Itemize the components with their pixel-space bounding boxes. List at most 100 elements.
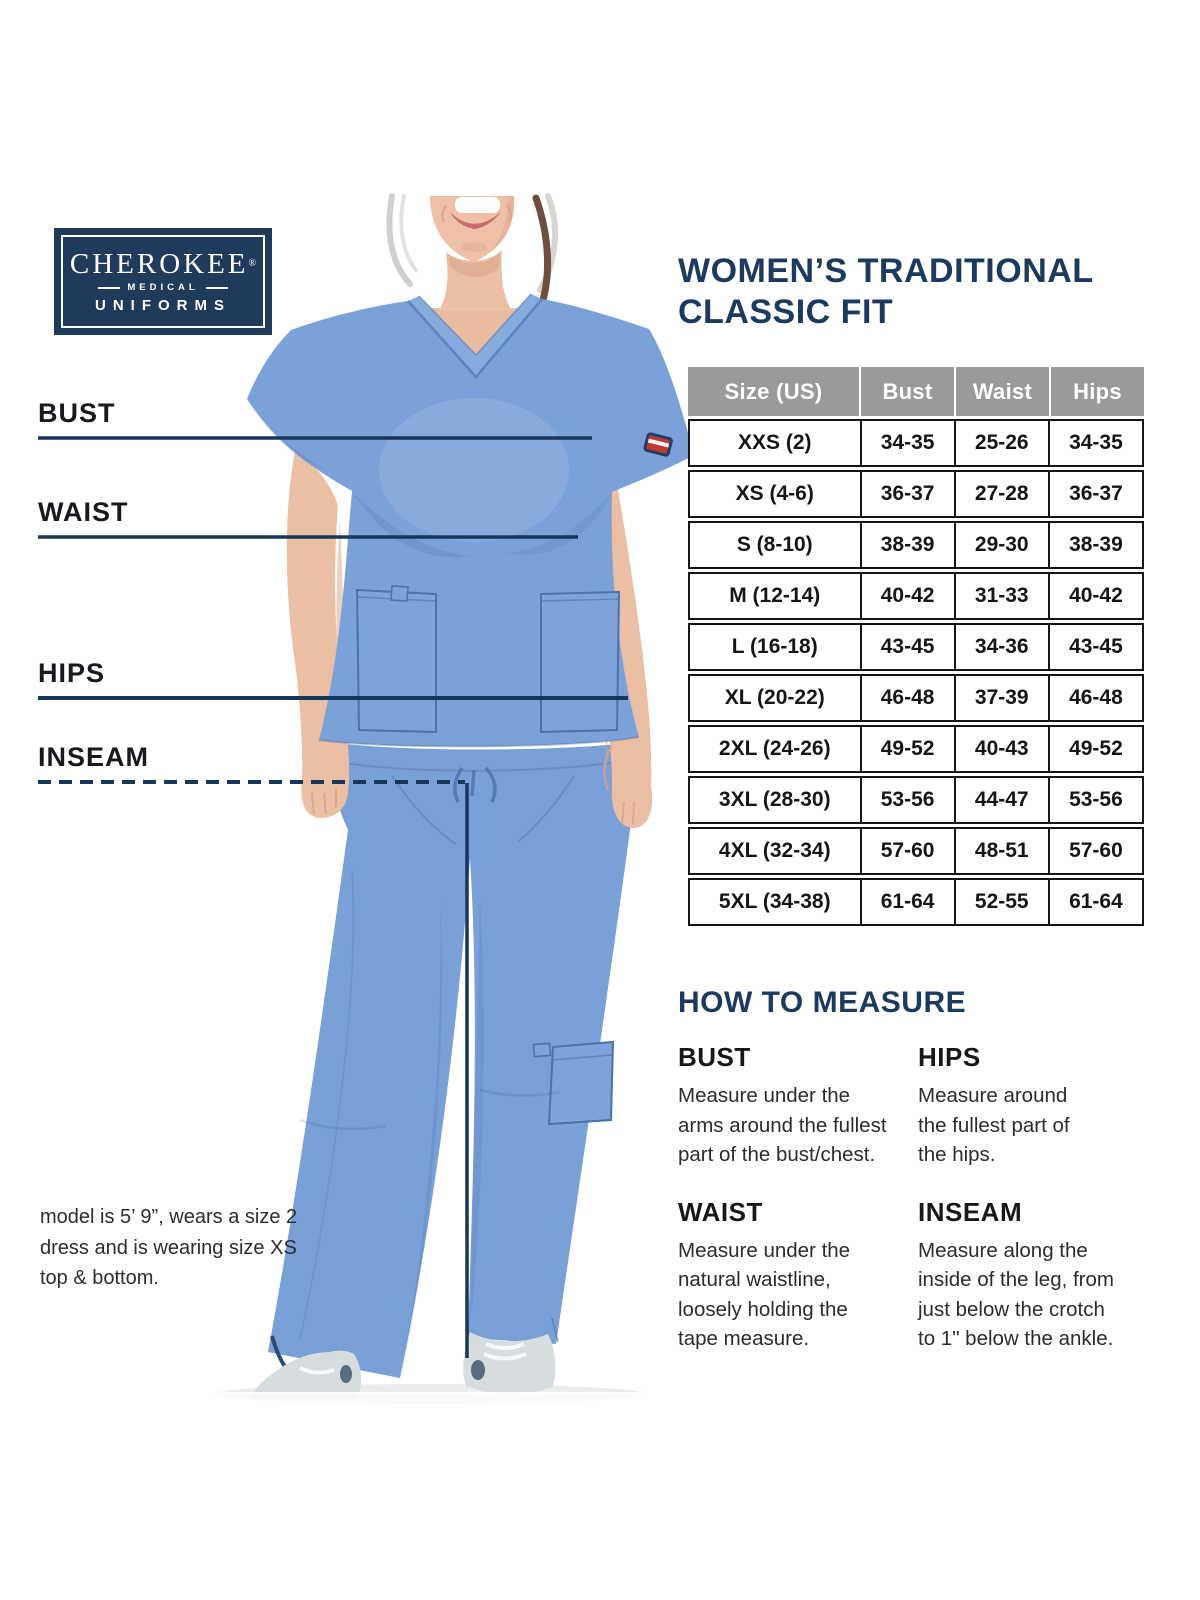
scrub-pants xyxy=(268,742,638,1378)
cell-waist: 48-51 xyxy=(953,829,1048,873)
table-row: L (16-18) 43-45 34-36 43-45 xyxy=(688,623,1144,671)
cell-waist: 25-26 xyxy=(953,421,1048,465)
cell-size: L (16-18) xyxy=(731,635,818,658)
column-header-waist: Waist xyxy=(954,367,1049,416)
measure-item-waist: WAIST Measure under the natural waistlin… xyxy=(678,1197,918,1354)
measure-item-label: INSEAM xyxy=(918,1196,1023,1227)
hips-label: HIPS xyxy=(38,658,106,688)
cell-size: S (8-10) xyxy=(736,533,813,556)
drawstring xyxy=(453,766,497,803)
table-row: 5XL (34-38) 61-64 52-55 61-64 xyxy=(688,878,1144,926)
cell-hips: 34-35 xyxy=(1047,421,1142,465)
table-row: XL (20-22) 46-48 37-39 46-48 xyxy=(688,674,1144,722)
size-table-body: XXS (2) 34-35 25-26 34-35 XS (4-6) 36-37… xyxy=(688,419,1144,926)
v-neck-band xyxy=(408,294,542,377)
measure-item-bust: BUST Measure under the arms around the f… xyxy=(678,1042,918,1170)
measure-item-text: Measure along the inside of the leg, fro… xyxy=(918,1238,1114,1351)
cell-size: XXS (2) xyxy=(737,431,812,454)
right-patch-pocket xyxy=(540,590,621,734)
cell-waist: 27-28 xyxy=(953,472,1048,516)
waist-label: WAIST xyxy=(38,497,129,527)
table-row: XXS (2) 34-35 25-26 34-35 xyxy=(688,419,1144,467)
right-shoe xyxy=(463,1332,556,1399)
cargo-pocket xyxy=(547,1040,615,1126)
table-row: 2XL (24-26) 49-52 40-43 49-52 xyxy=(688,725,1144,773)
cell-waist: 52-55 xyxy=(953,880,1048,924)
cell-hips: 40-42 xyxy=(1047,574,1142,618)
cell-size: XL (20-22) xyxy=(724,686,825,709)
cell-bust: 34-35 xyxy=(859,421,954,465)
page-title-line1: WOMEN’S TRADITIONAL xyxy=(678,252,1094,290)
cell-bust: 57-60 xyxy=(859,829,954,873)
cell-bust: 46-48 xyxy=(859,676,954,720)
cell-size: XS (4-6) xyxy=(735,482,814,505)
cell-bust: 40-42 xyxy=(859,574,954,618)
measure-item-inseam: INSEAM Measure along the inside of the l… xyxy=(918,1197,1143,1354)
logo-dash-right xyxy=(205,286,228,289)
logo-dash-left xyxy=(98,286,121,289)
cell-hips: 49-52 xyxy=(1047,727,1142,771)
size-table: Size (US) Bust Waist Hips XXS (2) 34-35 … xyxy=(688,367,1144,926)
registered-mark: ® xyxy=(248,258,257,269)
cell-hips: 36-37 xyxy=(1047,472,1142,516)
cell-size: 2XL (24-26) xyxy=(718,737,831,760)
cell-bust: 43-45 xyxy=(859,625,954,669)
logo-text: CHEROKEE® MEDICAL UNIFORMS xyxy=(70,249,256,314)
logo-brand: CHEROKEE® xyxy=(69,248,257,280)
cell-bust: 61-64 xyxy=(859,880,954,924)
column-header-size: Size (US) xyxy=(724,378,823,404)
logo-frame xyxy=(61,235,265,328)
column-header-bust: Bust xyxy=(859,367,954,416)
table-row: 4XL (32-34) 57-60 48-51 57-60 xyxy=(688,827,1144,875)
cell-hips: 61-64 xyxy=(1047,880,1142,924)
logo-uniforms: UNIFORMS xyxy=(95,297,231,314)
cherokee-logo: CHEROKEE® MEDICAL UNIFORMS xyxy=(54,228,272,335)
cell-waist: 37-39 xyxy=(953,676,1048,720)
cell-hips: 43-45 xyxy=(1047,625,1142,669)
left-patch-pocket xyxy=(355,588,437,734)
table-row: M (12-14) 40-42 31-33 40-42 xyxy=(688,572,1144,620)
table-row: XS (4-6) 36-37 27-28 36-37 xyxy=(688,470,1144,518)
how-to-measure-heading: HOW TO MEASURE xyxy=(678,986,967,1019)
cell-bust: 53-56 xyxy=(859,778,954,822)
column-header-hips: Hips xyxy=(1049,367,1144,416)
cell-size: 5XL (34-38) xyxy=(718,890,831,913)
model-note: model is 5’ 9”, wears a size 2 dress and… xyxy=(40,1206,298,1289)
measure-item-label: HIPS xyxy=(918,1042,981,1072)
page-title: WOMEN’S TRADITIONAL CLASSIC FIT xyxy=(678,251,1094,333)
measure-item-text: Measure under the natural waistline, loo… xyxy=(678,1238,851,1351)
sleeve-logo-patch xyxy=(643,432,673,457)
cell-waist: 44-47 xyxy=(953,778,1048,822)
face xyxy=(430,196,515,262)
how-to-measure-grid: BUST Measure under the arms around the f… xyxy=(678,1042,1143,1354)
cell-waist: 34-36 xyxy=(953,625,1048,669)
measure-item-hips: HIPS Measure around the fullest part of … xyxy=(918,1042,1143,1170)
cell-bust: 49-52 xyxy=(859,727,954,771)
table-row: S (8-10) 38-39 29-30 38-39 xyxy=(688,521,1144,569)
measure-item-text: Measure under the arms around the fulles… xyxy=(678,1084,887,1166)
measure-item-text: Measure around the fullest part of the h… xyxy=(918,1084,1070,1166)
inseam-label: INSEAM xyxy=(38,742,150,772)
smile-teeth xyxy=(455,197,500,213)
cell-waist: 29-30 xyxy=(953,523,1048,567)
page-title-line2: CLASSIC FIT xyxy=(678,293,894,331)
cell-hips: 46-48 xyxy=(1047,676,1142,720)
cell-bust: 38-39 xyxy=(859,523,954,567)
cell-size: 4XL (32-34) xyxy=(718,839,831,862)
lower-lip xyxy=(450,211,502,229)
cell-hips: 57-60 xyxy=(1047,829,1142,873)
size-table-header: Size (US) Bust Waist Hips xyxy=(688,367,1144,416)
cell-hips: 53-56 xyxy=(1047,778,1142,822)
bust-label: BUST xyxy=(38,398,116,428)
logo-medical: MEDICAL xyxy=(127,282,199,293)
measure-item-label: WAIST xyxy=(678,1196,763,1227)
cell-size: M (12-14) xyxy=(729,584,821,607)
cell-size: 3XL (28-30) xyxy=(718,788,831,811)
cell-bust: 36-37 xyxy=(859,472,954,516)
table-row: 3XL (28-30) 53-56 44-47 53-56 xyxy=(688,776,1144,824)
cell-waist: 31-33 xyxy=(953,574,1048,618)
cell-hips: 38-39 xyxy=(1047,523,1142,567)
cell-waist: 40-43 xyxy=(953,727,1048,771)
